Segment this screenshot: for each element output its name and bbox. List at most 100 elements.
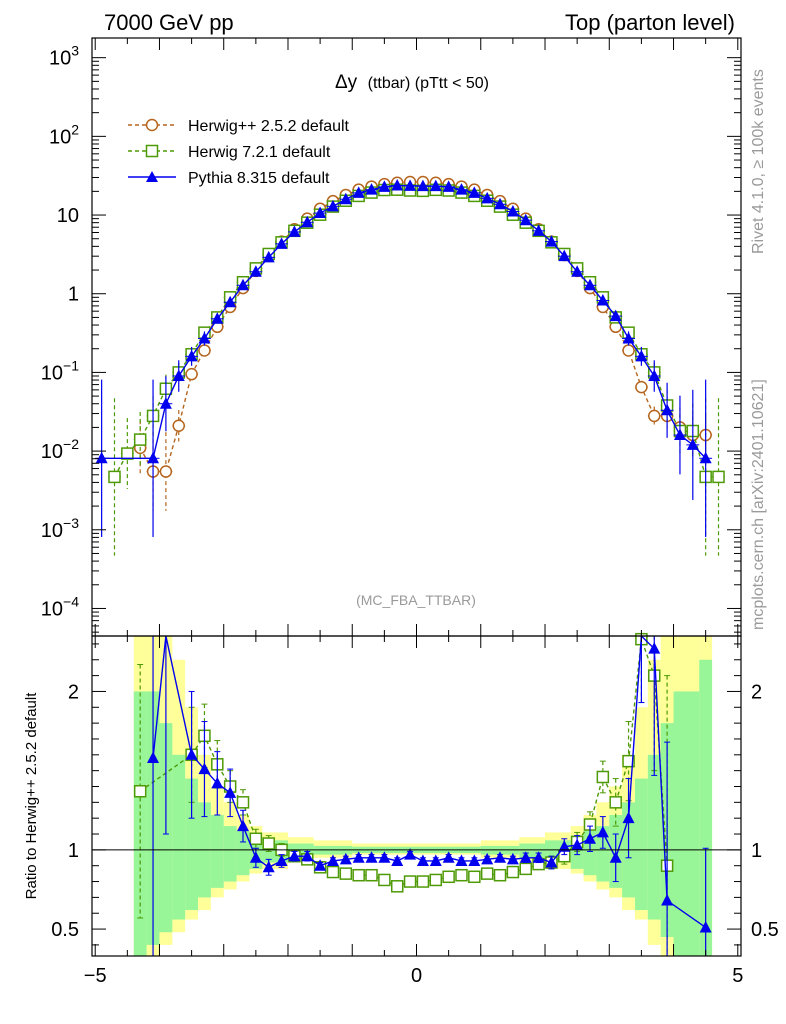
main-point — [198, 331, 211, 344]
ratio-point — [275, 854, 288, 866]
ratio-y-tick-label-right: 0.5 — [751, 919, 779, 941]
ratio-point — [596, 825, 609, 838]
main-point — [275, 237, 288, 249]
ratio-point — [455, 854, 468, 866]
main-point — [159, 397, 172, 409]
ratio-point — [365, 868, 378, 882]
ratio-point — [262, 837, 275, 850]
main-point — [211, 312, 224, 324]
legend-label-herwig7: Herwig 7.2.1 default — [188, 144, 331, 161]
main-point — [481, 191, 494, 204]
chart-title-sub: (ttbar) (pTtt < 50) — [368, 75, 489, 92]
ratio-point — [532, 851, 545, 863]
mc-error-band-inner — [236, 830, 250, 876]
ratio-point — [468, 870, 481, 884]
mc-error-band-inner — [133, 691, 147, 956]
analysis-tag: (MC_FBA_TTBAR) — [356, 592, 476, 608]
header-right: Top (parton level) — [565, 10, 735, 35]
main-point — [699, 451, 712, 464]
main-point — [712, 470, 725, 484]
legend-label-herwigpp: Herwig++ 2.5.2 default — [188, 118, 350, 135]
ratio-point — [147, 751, 160, 763]
ratio-point — [288, 849, 301, 862]
y-tick-label: 1 — [68, 284, 79, 306]
ratio-point — [558, 840, 571, 852]
ratio-point — [249, 851, 262, 863]
main-point — [661, 403, 674, 416]
legend-entry-pythia: Pythia 8.315 default — [128, 170, 330, 187]
ratio-point — [339, 852, 352, 865]
ratio-point — [661, 894, 674, 906]
mc-error-band-inner — [634, 778, 648, 911]
chart-title: Δy (ttbar) (pTtt < 50) — [335, 72, 489, 93]
header-left: 7000 GeV pp — [104, 10, 234, 35]
ratio-point — [609, 851, 622, 863]
main-point — [326, 199, 339, 212]
main-point — [95, 451, 108, 464]
ratio-point — [301, 849, 314, 862]
ratio-point — [481, 852, 494, 865]
main-point — [224, 295, 237, 308]
mcplots-label: mcplots.cern.ch [arXiv:2401.10621] — [750, 379, 767, 630]
main-point — [198, 344, 211, 357]
mc-error-band-inner — [172, 754, 186, 920]
ratio-y-tick-label-right: 1 — [751, 840, 762, 862]
ratio-point — [378, 873, 391, 887]
ratio-point — [352, 851, 365, 863]
main-point — [506, 204, 519, 217]
ratio-point — [326, 865, 340, 879]
ratio-point — [339, 867, 353, 880]
y-tick-label: 10 — [57, 205, 79, 227]
legend-entry-herwigpp: Herwig++ 2.5.2 default — [128, 118, 350, 135]
main-point — [108, 470, 121, 484]
ratio-point — [429, 873, 443, 887]
main-point — [635, 349, 648, 362]
mc-error-band-inner — [699, 659, 713, 956]
ratio-ylabel: Ratio to Herwig++ 2.5.2 default — [23, 692, 40, 900]
y-tick-label: 10−1 — [41, 357, 79, 384]
legend-marker-herwigpp — [145, 118, 159, 132]
main-point — [571, 265, 584, 277]
ratio-y-tick-label: 2 — [68, 681, 79, 703]
ratio-point — [442, 851, 455, 863]
main-point — [339, 192, 352, 205]
main-point — [365, 183, 378, 195]
main-point — [468, 186, 481, 198]
main-point — [121, 447, 134, 460]
mc-error-band-inner — [185, 778, 199, 911]
ratio-point — [455, 868, 468, 882]
ratio-point — [442, 870, 455, 884]
ratio-point — [326, 854, 339, 866]
main-point — [558, 249, 571, 262]
ratio-point — [185, 748, 198, 760]
main-point — [288, 225, 301, 237]
ratio-point — [404, 848, 417, 860]
ratio-point — [249, 832, 263, 846]
main-point — [622, 331, 635, 344]
mc-error-band-inner — [519, 843, 546, 858]
ratio-point — [416, 854, 429, 866]
main-point — [622, 344, 635, 357]
main-point — [172, 369, 185, 382]
ratio-point — [609, 796, 622, 809]
chart-title-main: Δy — [335, 72, 358, 93]
ratio-point — [519, 851, 532, 863]
y-tick-label: 103 — [49, 43, 79, 70]
rivet-label: Rivet 4.1.0, ≥ 100k events — [750, 69, 767, 254]
main-point — [519, 213, 532, 226]
main-point — [391, 179, 404, 191]
main-point — [429, 179, 442, 192]
y-tick-label: 10−2 — [41, 436, 79, 463]
main-point — [648, 409, 661, 423]
main-point — [185, 367, 198, 381]
main-point — [133, 433, 147, 446]
ratio-point — [211, 776, 224, 789]
ratio-point — [699, 920, 712, 933]
ratio-point — [198, 762, 211, 775]
main-point — [237, 278, 250, 291]
ratio-point — [622, 754, 635, 768]
main-point — [301, 215, 314, 228]
main-point — [262, 250, 275, 263]
x-tick-label: −5 — [84, 965, 107, 987]
